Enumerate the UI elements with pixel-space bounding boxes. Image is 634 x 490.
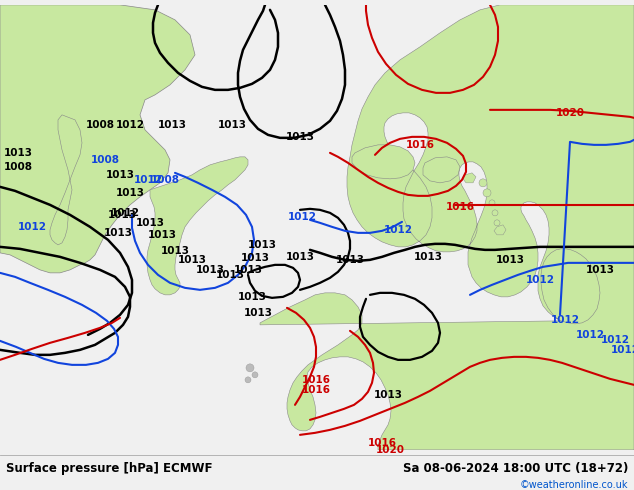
Text: 1012: 1012 <box>526 275 555 285</box>
Text: 1012: 1012 <box>600 335 630 345</box>
Circle shape <box>492 210 498 216</box>
Text: 1012: 1012 <box>611 345 634 355</box>
Polygon shape <box>423 157 460 183</box>
Text: Surface pressure [hPa] ECMWF: Surface pressure [hPa] ECMWF <box>6 462 212 475</box>
Text: 1013: 1013 <box>285 252 314 262</box>
Text: 1013: 1013 <box>240 253 269 263</box>
Text: 1013: 1013 <box>586 265 614 275</box>
Text: 1013: 1013 <box>105 170 134 180</box>
Text: 1016: 1016 <box>302 385 330 395</box>
Text: 1012: 1012 <box>134 175 162 185</box>
Text: 1013: 1013 <box>108 210 136 220</box>
Text: 1012: 1012 <box>576 330 604 340</box>
Text: 1013: 1013 <box>136 218 164 228</box>
Circle shape <box>483 189 491 197</box>
Text: 1016: 1016 <box>368 438 396 448</box>
Circle shape <box>479 179 487 187</box>
Polygon shape <box>50 115 82 245</box>
Text: 1013: 1013 <box>157 120 186 130</box>
Circle shape <box>245 377 251 383</box>
Polygon shape <box>494 225 506 235</box>
Text: 1013: 1013 <box>413 252 443 262</box>
Text: 1013: 1013 <box>217 120 247 130</box>
Text: Sa 08-06-2024 18:00 UTC (18+72): Sa 08-06-2024 18:00 UTC (18+72) <box>403 462 628 475</box>
Text: 1008: 1008 <box>86 120 115 130</box>
Text: 1012: 1012 <box>384 225 413 235</box>
Text: 1013: 1013 <box>496 255 524 265</box>
Polygon shape <box>147 157 248 295</box>
Text: 1013: 1013 <box>233 265 262 275</box>
Text: 1013: 1013 <box>148 230 176 240</box>
Text: ©weatheronline.co.uk: ©weatheronline.co.uk <box>519 480 628 490</box>
Text: 1013: 1013 <box>243 308 273 318</box>
Text: 1020: 1020 <box>555 108 585 118</box>
Text: 1013: 1013 <box>195 265 224 275</box>
Text: 1013: 1013 <box>285 132 314 142</box>
Polygon shape <box>352 145 415 179</box>
Polygon shape <box>0 5 195 273</box>
Text: 1008: 1008 <box>4 162 32 172</box>
Circle shape <box>246 364 254 372</box>
Text: 1013: 1013 <box>216 270 245 280</box>
Text: 1016: 1016 <box>406 140 434 150</box>
Polygon shape <box>260 5 634 450</box>
Text: 1013: 1013 <box>160 246 190 256</box>
Text: 1013: 1013 <box>373 390 403 400</box>
Text: 1013: 1013 <box>335 255 365 265</box>
Text: 1013: 1013 <box>247 240 276 250</box>
Text: 1013: 1013 <box>103 228 133 238</box>
Circle shape <box>489 200 495 206</box>
Circle shape <box>252 372 258 378</box>
Text: 1012: 1012 <box>115 120 145 130</box>
Text: 1012: 1012 <box>110 208 139 218</box>
Text: 1013: 1013 <box>4 148 32 158</box>
Text: 1016: 1016 <box>302 375 330 385</box>
Text: 1008: 1008 <box>91 155 119 165</box>
Text: 1016: 1016 <box>446 202 474 212</box>
Text: 1013: 1013 <box>178 255 207 265</box>
Circle shape <box>494 220 500 226</box>
Text: 1020: 1020 <box>375 445 404 455</box>
Text: 1008: 1008 <box>150 175 179 185</box>
Text: 1012: 1012 <box>287 212 316 222</box>
Text: 1012: 1012 <box>18 222 46 232</box>
Text: 1012: 1012 <box>550 315 579 325</box>
Polygon shape <box>463 173 476 183</box>
Text: 1013: 1013 <box>115 188 145 198</box>
Text: 1013: 1013 <box>238 292 266 302</box>
